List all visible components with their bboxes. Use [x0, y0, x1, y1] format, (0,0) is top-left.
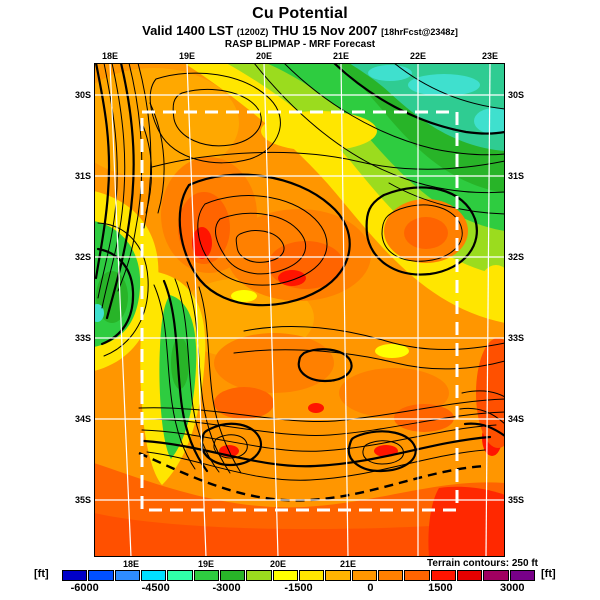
colorbar-segment-17: [509, 570, 535, 581]
lat-label-right-30S: 30S: [508, 90, 525, 100]
colorbar-segment-15: [456, 570, 483, 581]
page-title: Cu Potential: [252, 5, 348, 22]
colorbar-tick-1500: 1500: [428, 582, 453, 594]
lat-label-left-30S: 30S: [74, 90, 91, 100]
valid-line: Valid 1400 LST (1200Z) THU 15 Nov 2007 […: [0, 23, 600, 38]
colorbar-tick--4500: -4500: [141, 582, 170, 594]
colorbar-segment-11: [351, 570, 377, 581]
lat-label-left-34S: 34S: [74, 414, 91, 424]
lat-label-left-35S: 35S: [74, 495, 91, 505]
lon-label-top-19E: 19E: [178, 51, 196, 61]
cu-potential-color-field: [94, 63, 505, 557]
colorbar-segment-2: [114, 570, 140, 581]
lat-label-right-35S: 35S: [508, 495, 525, 505]
colorbar-segment-12: [377, 570, 404, 581]
colorbar-segment-0: [62, 570, 88, 581]
model-line: RASP BLIPMAP - MRF Forecast: [224, 39, 376, 50]
meridian-line-21E: [340, 63, 349, 557]
lon-label-top-22E: 22E: [409, 51, 427, 61]
colorbar-tick--1500: -1500: [284, 582, 313, 594]
meridian-line-19E: [186, 63, 207, 557]
colorbar: [62, 570, 535, 581]
colorbar-segment-4: [167, 570, 193, 581]
valid-prefix: Valid 1400 LST: [142, 23, 234, 38]
meridian-line-18E: [109, 63, 132, 557]
lat-label-right-34S: 34S: [508, 414, 525, 424]
colorbar-segment-10: [325, 570, 351, 581]
valid-date: THU 15 Nov 2007: [271, 23, 378, 38]
colorbar-tick-3000: 3000: [500, 582, 525, 594]
colorbar-tick--6000: -6000: [70, 582, 99, 594]
colorbar-tick--3000: -3000: [212, 582, 241, 594]
lat-label-right-33S: 33S: [508, 333, 525, 343]
colorbar-segment-7: [246, 570, 272, 581]
colorbar-segment-16: [483, 570, 509, 581]
lat-label-left-31S: 31S: [74, 171, 91, 181]
lon-label-top-21E: 21E: [332, 51, 350, 61]
terrain-contours-note: Terrain contours: 250 ft: [427, 558, 538, 569]
lat-label-right-32S: 32S: [508, 252, 525, 262]
forecast-map: [94, 63, 505, 557]
colorbar-segment-6: [219, 570, 246, 581]
colorbar-segment-5: [193, 570, 219, 581]
colorbar-unit-left: [ft]: [34, 568, 49, 580]
colorbar-segment-1: [88, 570, 114, 581]
lon-label-top-18E: 18E: [101, 51, 119, 61]
colorbar-segment-9: [298, 570, 325, 581]
meridian-line-20E: [263, 63, 279, 557]
lon-label-bottom-19E: 19E: [197, 559, 215, 569]
lon-label-bottom-20E: 20E: [269, 559, 287, 569]
lon-label-bottom-21E: 21E: [339, 559, 357, 569]
valid-init-time: (1200Z): [236, 27, 269, 37]
lat-label-left-33S: 33S: [74, 333, 91, 343]
lon-label-top-23E: 23E: [481, 51, 499, 61]
valid-fcst-cycle: [18hrFcst@2348z]: [381, 27, 458, 37]
lat-label-right-31S: 31S: [508, 171, 525, 181]
lon-label-bottom-18E: 18E: [122, 559, 140, 569]
latlon-grid: [94, 63, 505, 557]
lon-label-top-20E: 20E: [255, 51, 273, 61]
colorbar-segment-3: [140, 570, 167, 581]
colorbar-segment-14: [430, 570, 456, 581]
lat-label-left-32S: 32S: [74, 252, 91, 262]
nested-domain-box: [140, 110, 459, 512]
colorbar-tick-0: 0: [367, 582, 374, 594]
colorbar-segment-13: [404, 570, 430, 581]
colorbar-segment-8: [272, 570, 298, 581]
colorbar-unit-right: [ft]: [541, 568, 556, 580]
meridian-line-23E: [485, 63, 491, 557]
